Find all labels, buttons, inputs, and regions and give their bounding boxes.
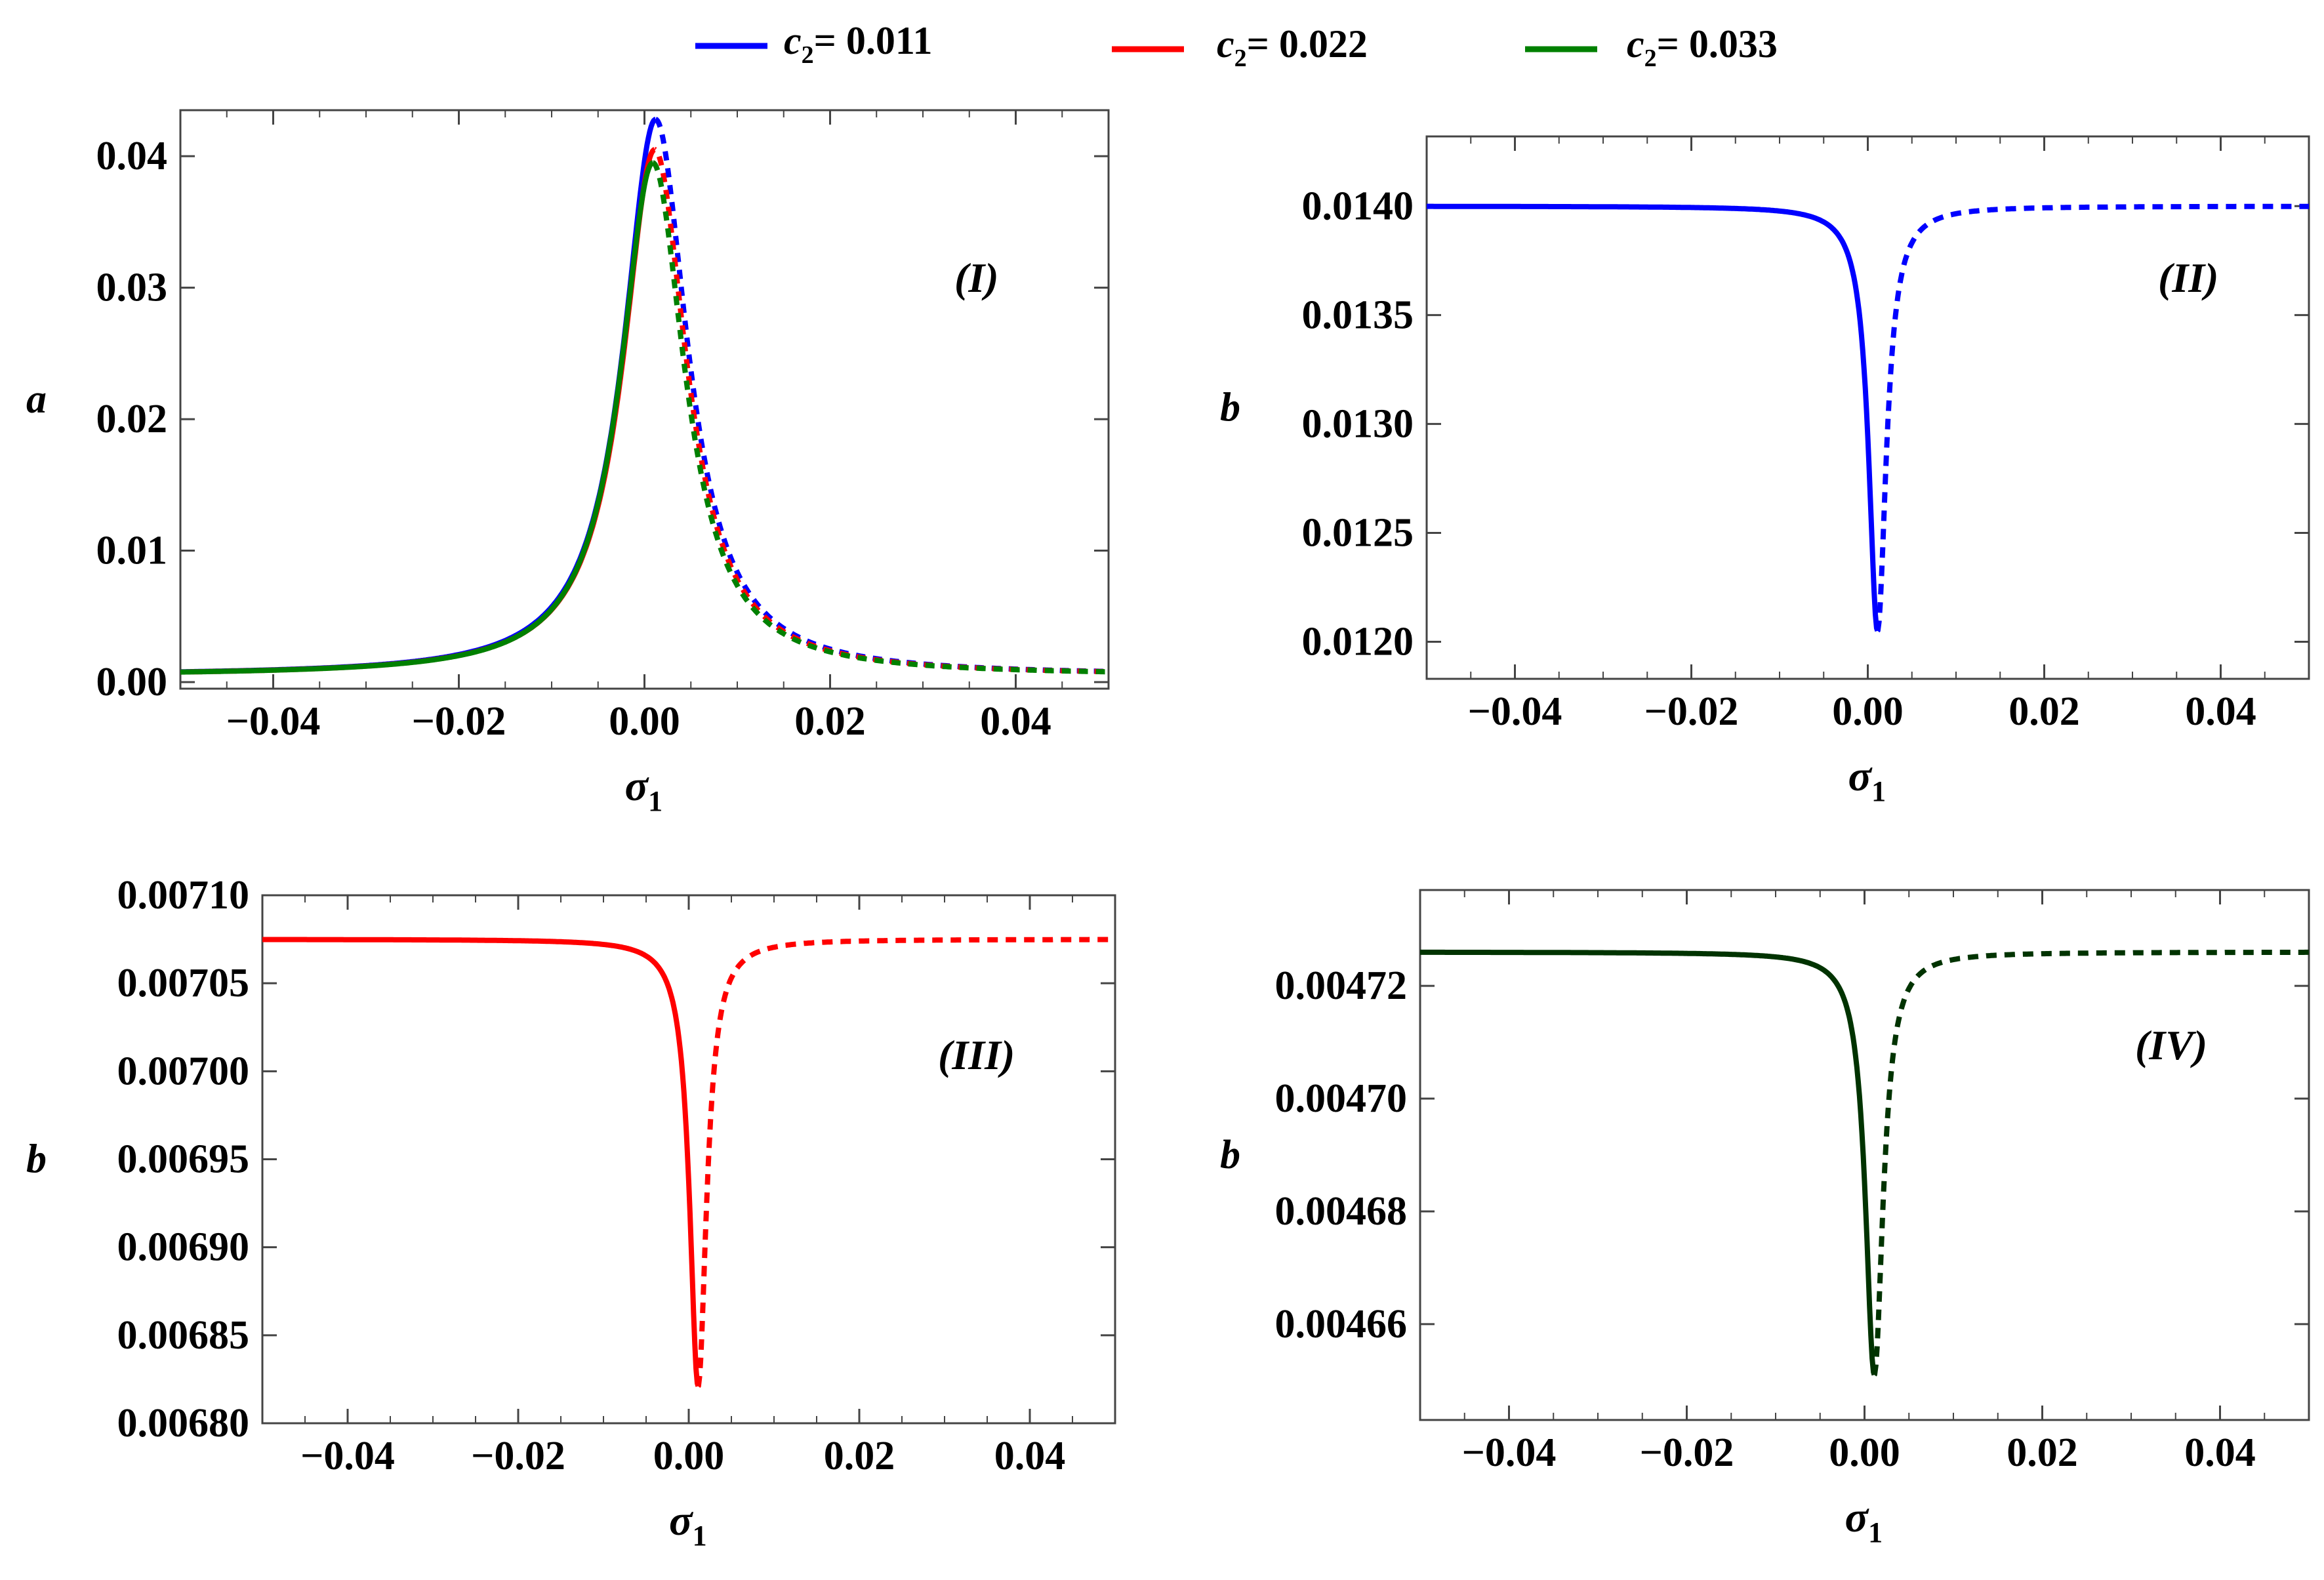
y-tick-label: 0.00695 [117, 1137, 250, 1182]
x-tick-label: 0.02 [794, 699, 866, 744]
y-tick-label: 0.00710 [117, 873, 250, 918]
x-tick-label: −0.02 [1640, 1430, 1734, 1475]
x-tick-label: −0.04 [300, 1434, 395, 1478]
y-tick-label: 0.00470 [1275, 1076, 1408, 1121]
x-tick-label: −0.02 [412, 699, 506, 744]
plot-area [1427, 203, 2309, 633]
x-tick-label: 0.04 [980, 699, 1051, 744]
y-tick-label: 0.01 [96, 529, 168, 573]
legend-entry: c2= 0.011 [695, 19, 933, 69]
x-axis-label: σ1 [1845, 1493, 1883, 1549]
panel-label: (II) [2158, 254, 2218, 301]
panel-III: −0.04 −0.02 0.00 0.02 0.04 0.00680 0.00685 0.00… [26, 873, 1116, 1552]
legend-entry: c2= 0.022 [1112, 22, 1368, 72]
plot-area [180, 117, 1109, 675]
y-axis-label: a [26, 377, 47, 422]
x-tick-label: −0.04 [1462, 1430, 1557, 1475]
y-tick-label: 0.00700 [117, 1049, 250, 1093]
panel-label: (I) [954, 254, 999, 301]
y-tick-label: 0.0125 [1302, 510, 1414, 555]
y-tick-label: 0.0130 [1302, 401, 1414, 446]
legend: c2= 0.011 c2= 0.022 c2= 0.033 [695, 19, 1778, 72]
y-tick-label: 0.00466 [1275, 1302, 1408, 1347]
panel-IV: −0.04 −0.02 0.00 0.02 0.04 0.00466 0.00468 0.00… [1220, 889, 2310, 1549]
series-line-dashed [651, 160, 1109, 675]
x-tick-label: −0.04 [1468, 689, 1562, 734]
x-tick-label: 0.00 [609, 699, 680, 744]
series-line-solid [1420, 949, 1877, 1376]
series-line-dashed [654, 117, 1109, 674]
series-line-solid [180, 117, 657, 675]
y-tick-label: 0.00472 [1275, 963, 1408, 1008]
series-line-dashed [653, 147, 1109, 675]
legend-label: c2= 0.022 [1217, 22, 1368, 72]
y-tick-label: 0.03 [96, 266, 168, 310]
x-tick-label: 0.04 [2184, 1430, 2256, 1475]
x-tick-label: 0.02 [824, 1434, 895, 1478]
y-tick-label: 0.0135 [1302, 293, 1414, 337]
legend-entry: c2= 0.033 [1525, 22, 1778, 72]
y-tick-label: 0.0120 [1302, 620, 1414, 664]
y-tick-label: 0.00 [96, 660, 168, 704]
x-tick-label: 0.00 [1832, 689, 1904, 734]
series-line-solid [262, 937, 701, 1387]
x-tick-label: −0.02 [1644, 689, 1739, 734]
x-axis-label: σ1 [1848, 752, 1886, 807]
x-tick-label: −0.04 [226, 699, 321, 744]
series-line-solid [180, 147, 656, 675]
x-axis-label: σ1 [625, 762, 663, 817]
x-tick-label: 0.04 [994, 1434, 1066, 1478]
plot-area [262, 937, 1115, 1388]
y-tick-label: 0.02 [96, 397, 168, 441]
y-tick-label: 0.04 [96, 134, 168, 178]
legend-label: c2= 0.011 [784, 19, 933, 69]
y-axis-label: b [26, 1137, 47, 1182]
x-tick-label: 0.02 [2007, 1430, 2078, 1475]
y-axis-label: b [1220, 386, 1240, 430]
x-tick-label: 0.00 [653, 1434, 725, 1478]
y-tick-label: 0.0140 [1302, 184, 1414, 228]
y-tick-label: 0.00680 [117, 1401, 250, 1446]
legend-label: c2= 0.033 [1627, 22, 1778, 72]
x-axis-label: σ1 [669, 1497, 707, 1552]
x-tick-label: 0.00 [1829, 1430, 1900, 1475]
series-line-dashed [1872, 949, 2309, 1377]
x-tick-label: 0.04 [2185, 689, 2256, 734]
y-axis-label: b [1220, 1133, 1240, 1177]
panel-label: (IV) [2135, 1022, 2207, 1068]
panel-label: (III) [938, 1032, 1015, 1078]
y-tick-label: 0.00685 [117, 1313, 250, 1358]
plot-area [1420, 949, 2309, 1377]
series-line-dashed [695, 937, 1115, 1388]
panel-I: −0.04 −0.02 0.00 0.02 0.04 0.00 0.01 0.02 0.03 0.… [26, 109, 1110, 817]
y-tick-label: 0.00705 [117, 961, 250, 1005]
x-tick-label: −0.02 [471, 1434, 565, 1478]
y-tick-label: 0.00468 [1275, 1189, 1408, 1234]
series-line-solid [180, 160, 654, 675]
y-tick-label: 0.00690 [117, 1225, 250, 1270]
x-tick-label: 0.02 [2008, 689, 2080, 734]
series-line-solid [1427, 203, 1881, 632]
series-line-dashed [1875, 203, 2309, 633]
panel-II: −0.04 −0.02 0.00 0.02 0.04 0.0120 0.0125 0.0130… [1220, 135, 2310, 807]
